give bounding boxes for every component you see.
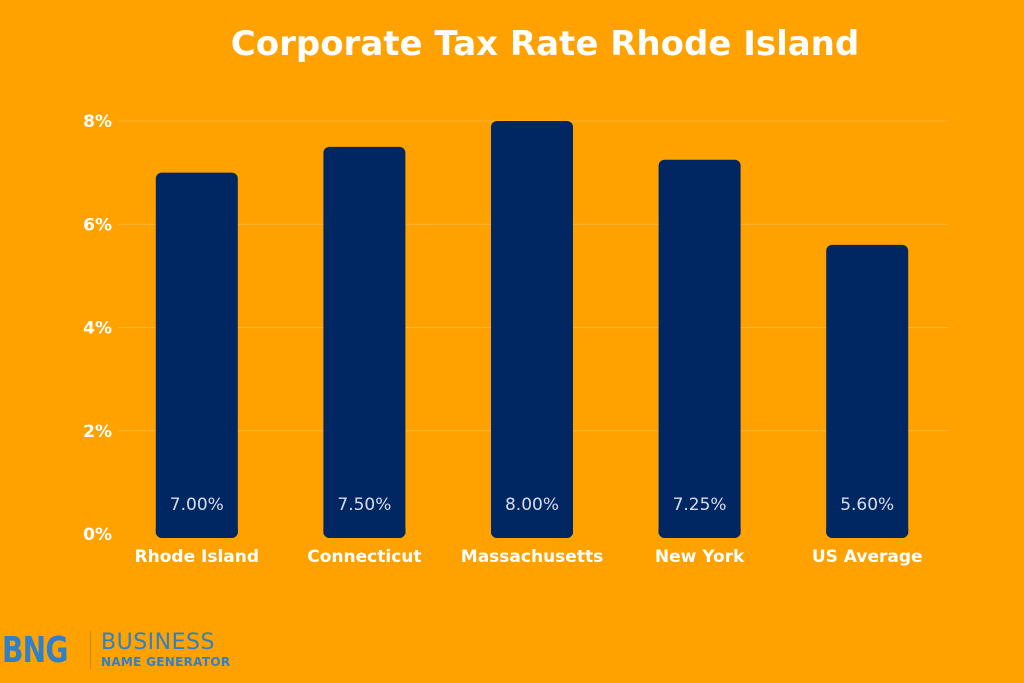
bar-value-label: 7.00% [170, 495, 224, 515]
logo-divider [90, 631, 91, 669]
logo-text: BUSINESS NAME GENERATOR [101, 630, 231, 669]
x-category-label: Massachusetts [461, 547, 603, 567]
bar-base [491, 528, 573, 534]
bng-logo: BNG BUSINESS NAME GENERATOR [2, 626, 230, 674]
bar [323, 146, 406, 538]
bars [155, 121, 909, 538]
bar [658, 159, 741, 538]
x-category-label: Connecticut [307, 547, 421, 567]
y-tick-label: 8% [83, 112, 112, 132]
y-tick-label: 6% [83, 215, 112, 235]
bar-value-label: 7.50% [337, 495, 391, 515]
bar-value-label: 5.60% [840, 495, 894, 515]
x-axis-categories: Rhode Island Connecticut Massachusetts New … [135, 547, 923, 567]
bar-base [826, 528, 909, 534]
y-axis-ticks: 0% 2% 4% 6% 8% [83, 112, 112, 545]
y-tick-label: 2% [83, 422, 112, 442]
bar-base [323, 528, 406, 534]
y-tick-label: 4% [83, 319, 112, 339]
logo-mark: BNG [2, 629, 68, 671]
x-category-label: Rhode Island [135, 547, 260, 567]
chart-title: Corporate Tax Rate Rhode Island [230, 24, 860, 64]
bar-base [155, 528, 238, 534]
x-category-label: New York [655, 547, 745, 567]
logo-line-2: NAME GENERATOR [101, 655, 231, 669]
logo-line-1: BUSINESS [101, 630, 215, 655]
bar-base [658, 528, 741, 534]
y-tick-label: 0% [83, 525, 112, 545]
bar [491, 121, 573, 538]
bar-value-label: 7.25% [673, 495, 727, 515]
bar-value-label: 8.00% [505, 495, 559, 515]
bar [155, 172, 238, 538]
data-labels: 7.00% 7.50% 8.00% 7.25% 5.60% [170, 495, 894, 515]
x-category-label: US Average [812, 547, 923, 567]
bar [826, 244, 909, 538]
